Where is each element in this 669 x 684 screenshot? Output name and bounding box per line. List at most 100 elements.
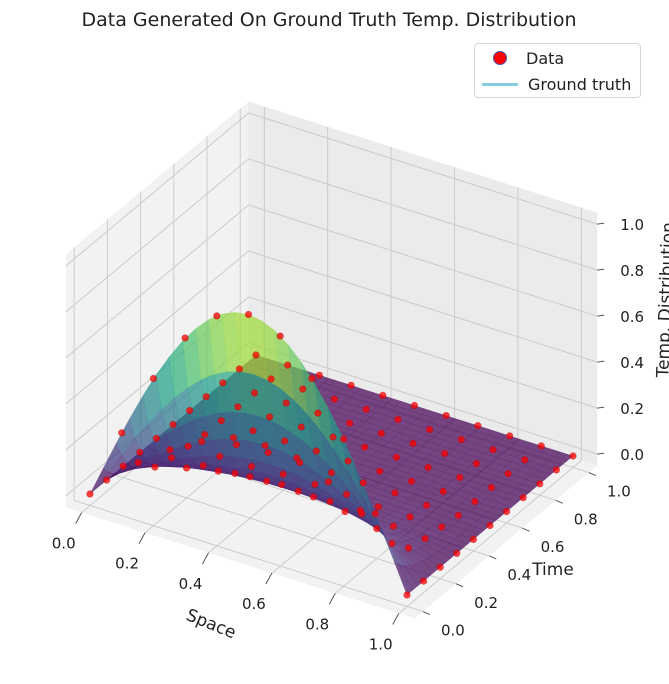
- data-point: [438, 523, 446, 531]
- y-tick-label: 1.0: [607, 483, 631, 501]
- data-point: [407, 477, 416, 485]
- y-tick-mark: [588, 472, 597, 477]
- data-point: [261, 441, 269, 450]
- data-point: [403, 591, 411, 599]
- data-point: [454, 511, 462, 520]
- z-tick-label: 0.2: [620, 400, 644, 418]
- data-point: [232, 441, 240, 449]
- y-tick-mark: [522, 527, 530, 532]
- side-pane: [65, 101, 249, 508]
- data-point: [183, 464, 191, 472]
- data-point: [453, 549, 461, 557]
- data-point: [235, 365, 243, 373]
- data-point: [410, 401, 419, 410]
- gridline: [65, 296, 598, 451]
- data-point: [217, 417, 225, 425]
- data-point: [330, 395, 339, 403]
- data-point: [247, 462, 256, 471]
- data-point: [263, 477, 271, 485]
- surface-patch: [515, 483, 535, 494]
- data-marker-swatch: [493, 51, 507, 65]
- data-point: [276, 332, 284, 340]
- data-point: [229, 434, 237, 442]
- data-point: [341, 508, 349, 516]
- data-point: [282, 399, 290, 407]
- data-point: [377, 429, 385, 437]
- data-point: [136, 448, 144, 456]
- y-tick-label: 0.4: [507, 566, 531, 584]
- data-points: [86, 310, 577, 599]
- z-tick-label: 0.8: [620, 262, 644, 280]
- data-point: [394, 415, 402, 424]
- z-tick-label: 0.4: [620, 354, 644, 372]
- data-point: [506, 432, 514, 440]
- data-point: [371, 509, 379, 518]
- data-point: [184, 442, 192, 450]
- data-point: [421, 534, 429, 543]
- data-point: [344, 457, 352, 465]
- data-point: [521, 456, 529, 464]
- surface-patch: [393, 560, 413, 596]
- data-point: [264, 448, 272, 457]
- data-point: [424, 463, 432, 472]
- data-point: [86, 490, 94, 498]
- gridline: [73, 247, 424, 612]
- data-point: [442, 412, 450, 420]
- data-point: [486, 521, 494, 530]
- data-point: [469, 535, 478, 544]
- data-point: [327, 469, 336, 477]
- data-point: [201, 431, 209, 439]
- data-point: [329, 433, 337, 441]
- data-point: [456, 473, 464, 482]
- data-point: [244, 310, 253, 319]
- data-point: [149, 374, 157, 383]
- data-point: [284, 361, 292, 369]
- y-tick-label: 0.6: [541, 538, 565, 556]
- data-point: [373, 524, 381, 533]
- data-point: [420, 577, 428, 585]
- data-point: [281, 437, 289, 445]
- gridline: [65, 112, 598, 267]
- data-point: [315, 371, 324, 379]
- data-point: [202, 393, 210, 401]
- x-tick-label: 1.0: [369, 636, 393, 654]
- data-point: [326, 497, 334, 506]
- data-point: [389, 522, 398, 530]
- z-tick-label: 1.0: [620, 216, 644, 234]
- y-axis-label: Time: [531, 560, 574, 580]
- axis-ticks: 0.0 0.2 0.4 0.6 0.8 1.0 0.0 0.2 0.4 0.6 0.8 1.0 0.0 0…: [52, 216, 644, 653]
- data-point: [504, 470, 512, 478]
- legend-item-data: Data: [475, 47, 564, 69]
- data-point: [376, 467, 384, 475]
- data-point: [503, 508, 511, 516]
- data-point: [250, 389, 259, 397]
- data-point: [423, 501, 431, 509]
- data-point: [388, 539, 396, 548]
- chart-title: Data Generated On Ground Truth Temp. Dis…: [82, 9, 577, 31]
- data-point: [246, 473, 254, 481]
- data-point: [181, 334, 189, 342]
- data-point: [299, 385, 307, 393]
- data-point: [199, 462, 207, 470]
- x-tick-label: 0.8: [305, 615, 329, 633]
- data-point: [118, 429, 126, 437]
- data-point: [537, 442, 545, 450]
- data-point: [214, 467, 222, 475]
- data-point: [404, 544, 413, 552]
- z-axis-label: Temp. Distribution: [653, 222, 669, 379]
- data-point: [409, 439, 417, 448]
- z-tick-mark: [597, 222, 605, 225]
- data-point: [231, 469, 239, 478]
- data-point: [362, 405, 370, 413]
- data-point: [216, 452, 224, 460]
- data-point: [472, 460, 481, 468]
- data-point: [279, 470, 287, 478]
- data-point: [312, 447, 321, 455]
- data-point: [340, 435, 348, 443]
- x-tick-mark: [202, 552, 209, 565]
- y-tick-mark: [555, 499, 563, 504]
- z-tick-label: 0.6: [620, 308, 644, 326]
- y-tick-mark: [489, 555, 497, 560]
- data-point: [311, 480, 319, 488]
